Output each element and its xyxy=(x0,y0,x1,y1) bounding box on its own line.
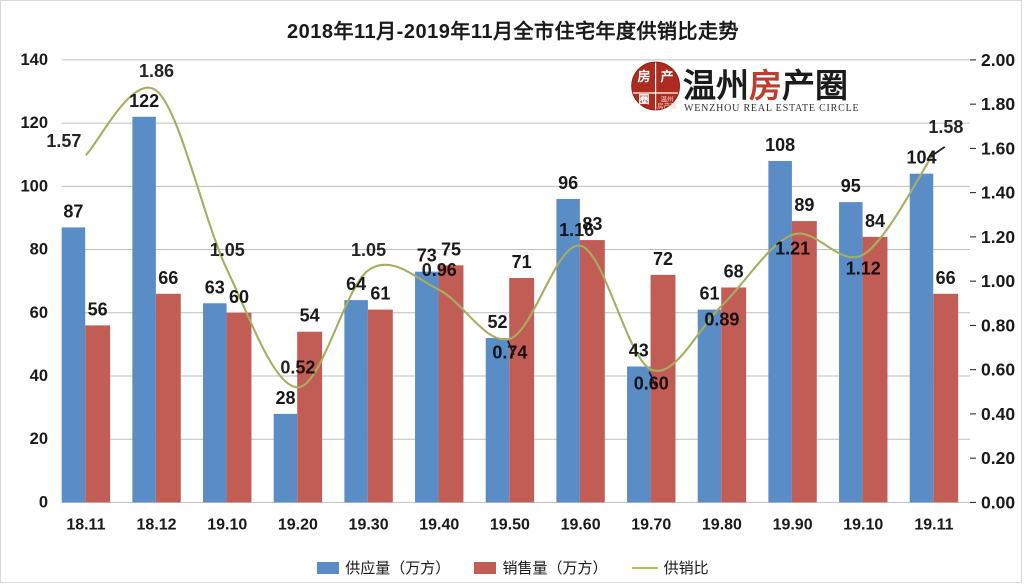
svg-text:18.11: 18.11 xyxy=(66,516,105,533)
svg-text:房: 房 xyxy=(637,69,650,84)
svg-text:60: 60 xyxy=(30,304,48,322)
svg-text:0.20: 0.20 xyxy=(981,448,1015,468)
svg-text:72: 72 xyxy=(653,249,673,269)
svg-text:140: 140 xyxy=(20,51,48,69)
svg-text:19.10: 19.10 xyxy=(207,516,247,533)
svg-text:产: 产 xyxy=(660,69,673,84)
svg-text:18.12: 18.12 xyxy=(137,516,177,533)
svg-text:71: 71 xyxy=(512,252,532,272)
svg-text:75: 75 xyxy=(441,239,461,259)
svg-text:0.40: 0.40 xyxy=(981,404,1015,424)
svg-text:温州房产圈: 温州房产圈 xyxy=(683,68,848,105)
svg-text:19.90: 19.90 xyxy=(773,516,813,533)
svg-text:28: 28 xyxy=(275,388,295,408)
svg-text:61: 61 xyxy=(699,284,719,304)
svg-text:0.00: 0.00 xyxy=(981,492,1015,512)
svg-text:61: 61 xyxy=(370,284,390,304)
svg-text:19.80: 19.80 xyxy=(702,516,742,533)
svg-text:52: 52 xyxy=(487,312,507,332)
svg-text:0.89: 0.89 xyxy=(704,309,739,329)
svg-text:0.60: 0.60 xyxy=(981,360,1015,380)
svg-text:19.11: 19.11 xyxy=(914,516,953,533)
svg-text:120: 120 xyxy=(20,114,48,132)
svg-text:104: 104 xyxy=(906,148,936,168)
svg-text:1.16: 1.16 xyxy=(559,220,594,240)
svg-text:19.70: 19.70 xyxy=(631,516,671,533)
svg-text:64: 64 xyxy=(346,274,366,294)
svg-text:68: 68 xyxy=(724,261,744,281)
svg-text:19.50: 19.50 xyxy=(490,516,530,533)
svg-text:20: 20 xyxy=(30,430,48,448)
svg-text:122: 122 xyxy=(129,91,159,111)
svg-text:1.12: 1.12 xyxy=(846,259,881,279)
svg-text:1.21: 1.21 xyxy=(775,239,810,259)
svg-text:40: 40 xyxy=(30,367,48,385)
svg-text:96: 96 xyxy=(558,173,578,193)
svg-text:108: 108 xyxy=(765,135,795,155)
svg-text:1.00: 1.00 xyxy=(981,271,1015,291)
svg-text:温州: 温州 xyxy=(661,94,674,103)
svg-text:43: 43 xyxy=(629,340,649,360)
svg-text:1.05: 1.05 xyxy=(210,240,245,260)
svg-text:圈: 圈 xyxy=(639,93,650,106)
svg-text:1.80: 1.80 xyxy=(981,94,1015,114)
svg-text:87: 87 xyxy=(63,201,83,221)
svg-text:66: 66 xyxy=(936,268,956,288)
svg-text:1.57: 1.57 xyxy=(46,131,81,151)
svg-text:89: 89 xyxy=(794,195,814,215)
svg-text:1.20: 1.20 xyxy=(981,227,1015,247)
svg-text:95: 95 xyxy=(841,176,861,196)
svg-text:0.96: 0.96 xyxy=(422,260,457,280)
svg-text:1.40: 1.40 xyxy=(981,183,1015,203)
svg-text:0: 0 xyxy=(39,493,48,511)
svg-text:84: 84 xyxy=(865,211,885,231)
svg-text:80: 80 xyxy=(30,241,48,259)
svg-text:1.58: 1.58 xyxy=(928,117,963,137)
svg-text:1.86: 1.86 xyxy=(139,61,174,81)
svg-text:WENZHOU REAL ESTATE CIRCLE: WENZHOU REAL ESTATE CIRCLE xyxy=(684,103,859,114)
svg-text:60: 60 xyxy=(229,287,249,307)
svg-text:19.60: 19.60 xyxy=(561,516,601,533)
svg-text:63: 63 xyxy=(205,277,225,297)
svg-text:19.20: 19.20 xyxy=(278,516,318,533)
svg-text:66: 66 xyxy=(158,268,178,288)
svg-text:54: 54 xyxy=(300,306,320,326)
svg-text:56: 56 xyxy=(88,299,108,319)
svg-text:19.30: 19.30 xyxy=(349,516,389,533)
svg-text:100: 100 xyxy=(20,177,48,195)
svg-text:19.40: 19.40 xyxy=(419,516,459,533)
svg-text:1.60: 1.60 xyxy=(981,138,1015,158)
svg-text:0.52: 0.52 xyxy=(280,357,315,377)
svg-text:房产圈: 房产圈 xyxy=(657,101,677,110)
svg-text:2.00: 2.00 xyxy=(981,50,1015,70)
svg-text:19.10: 19.10 xyxy=(843,516,883,533)
svg-text:0.80: 0.80 xyxy=(981,315,1015,335)
svg-text:1.05: 1.05 xyxy=(351,240,386,260)
